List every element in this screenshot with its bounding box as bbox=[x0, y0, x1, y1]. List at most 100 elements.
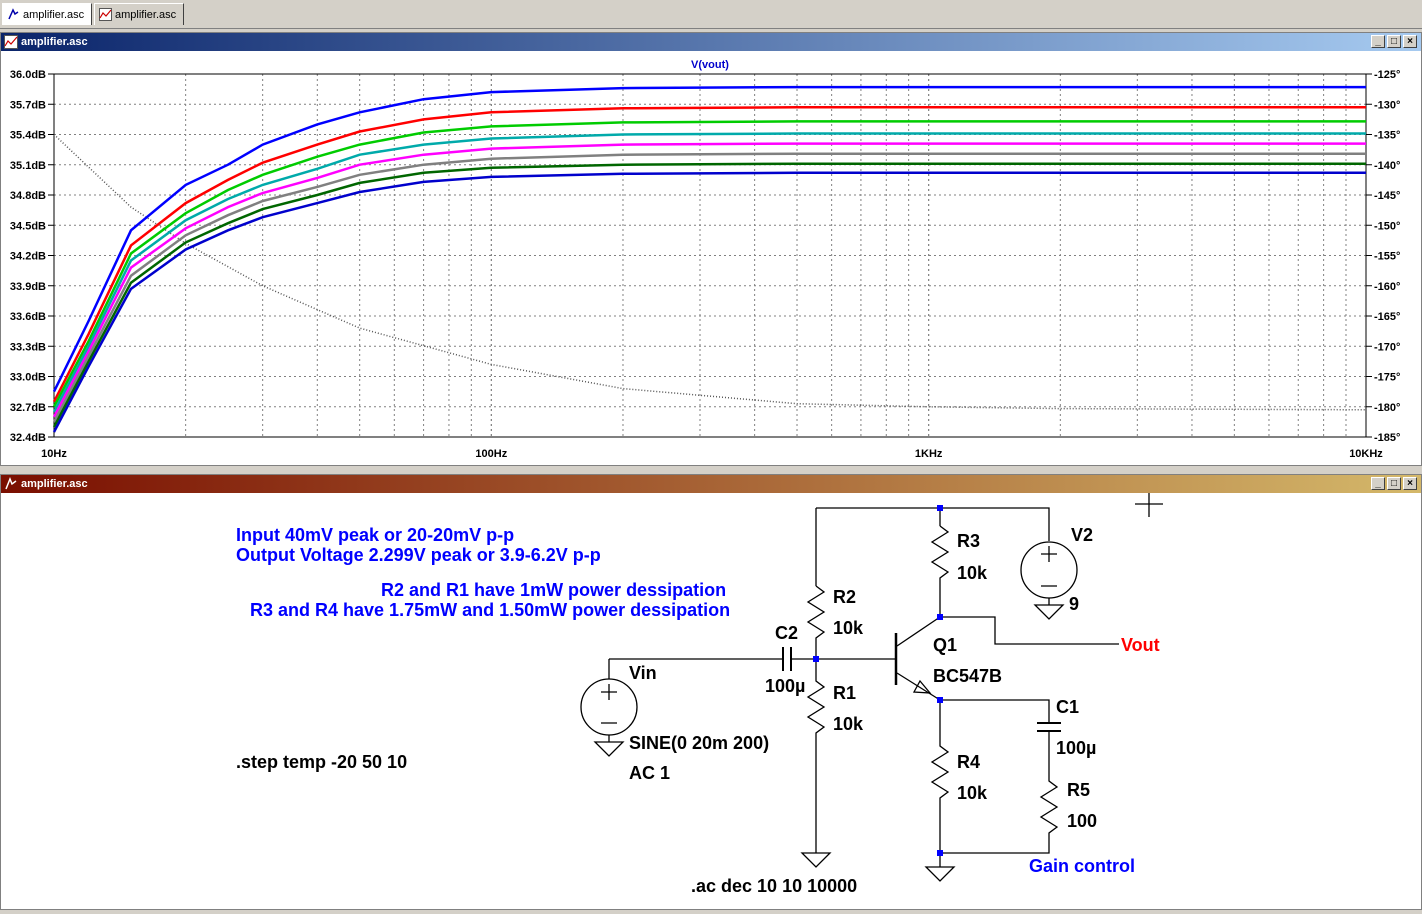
y-tick-label-right: -145° bbox=[1374, 190, 1400, 202]
schematic-canvas[interactable]: Input 40mV peak or 20-20mV p-p Output Vo… bbox=[1, 491, 1421, 909]
circuit-schematic: Input 40mV peak or 20-20mV p-p Output Vo… bbox=[236, 491, 1163, 896]
window-title: amplifier.asc bbox=[21, 36, 88, 48]
ground-symbol bbox=[593, 735, 625, 757]
y-tick-label-right: -170° bbox=[1374, 341, 1400, 353]
y-tick-label-left: 34.2dB bbox=[10, 251, 46, 263]
resistor-r5[interactable] bbox=[940, 731, 1059, 854]
y-tick-label-left: 33.6dB bbox=[10, 311, 46, 323]
note-r3-r4: R3 and R4 have 1.75mW and 1.50mW power d… bbox=[250, 600, 730, 620]
y-tick-label-left: 32.7dB bbox=[10, 402, 46, 414]
capacitor-c1[interactable] bbox=[1037, 722, 1061, 732]
tab-label: amplifier.asc bbox=[23, 9, 85, 21]
y-tick-label-right: -140° bbox=[1374, 160, 1400, 172]
plot-frame bbox=[53, 73, 1367, 438]
schematic-icon bbox=[8, 8, 19, 20]
ground-symbol bbox=[1033, 598, 1065, 620]
y-tick-label-right: -135° bbox=[1374, 130, 1400, 142]
r1-value: 10k bbox=[833, 714, 864, 734]
r4-value: 10k bbox=[957, 783, 988, 803]
r1-name: R1 bbox=[833, 683, 856, 703]
transistor-q1-collector bbox=[896, 616, 941, 647]
q1-name: Q1 bbox=[933, 635, 957, 655]
y-tick-label-left: 32.4dB bbox=[10, 432, 46, 444]
ground-symbol bbox=[924, 866, 956, 882]
wire-vout bbox=[940, 616, 1119, 645]
y-tick-label-right: -150° bbox=[1374, 220, 1400, 232]
y-tick-label-right: -175° bbox=[1374, 372, 1400, 384]
y-tick-label-right: -180° bbox=[1374, 402, 1400, 414]
minimize-button[interactable]: _ bbox=[1371, 477, 1385, 490]
note-input: Input 40mV peak or 20-20mV p-p bbox=[236, 525, 514, 545]
restore-button[interactable]: □ bbox=[1387, 477, 1401, 490]
x-tick-label: 10Hz bbox=[41, 448, 67, 460]
y-tick-label-right: -130° bbox=[1374, 99, 1400, 111]
note-r1-r2: R2 and R1 have 1mW power dessipation bbox=[381, 580, 726, 600]
magnitude-series-line bbox=[52, 106, 1366, 403]
note-gain-control: Gain control bbox=[1029, 856, 1135, 876]
magnitude-series-line bbox=[52, 162, 1366, 428]
q1-value: BC547B bbox=[933, 666, 1002, 686]
vin-name: Vin bbox=[629, 663, 657, 683]
magnitude-series-line bbox=[52, 171, 1366, 433]
phase-series-line bbox=[53, 133, 1367, 411]
ground-symbol bbox=[800, 852, 832, 868]
y-tick-label-left: 33.3dB bbox=[10, 341, 46, 353]
tab-waveform[interactable]: amplifier.asc bbox=[94, 3, 184, 25]
chart-title: V(vout) bbox=[691, 59, 729, 71]
window-controls: _ □ × bbox=[1369, 35, 1417, 49]
wire-emitter bbox=[940, 699, 1050, 723]
y-tick-label-right: -185° bbox=[1374, 432, 1400, 444]
x-tick-label: 100Hz bbox=[475, 448, 507, 460]
close-button[interactable]: × bbox=[1403, 477, 1417, 490]
r2-name: R2 bbox=[833, 587, 856, 607]
wire-top-rail bbox=[816, 507, 1050, 541]
v2-polarity bbox=[1041, 546, 1057, 587]
step-directive[interactable]: .step temp -20 50 10 bbox=[236, 752, 407, 772]
r5-value: 100 bbox=[1067, 811, 1097, 831]
ac-directive[interactable]: .ac dec 10 10 10000 bbox=[691, 876, 857, 896]
y-tick-label-left: 36.0dB bbox=[10, 69, 46, 81]
schematic-icon bbox=[5, 477, 17, 490]
x-tick-label: 1KHz bbox=[915, 448, 943, 460]
r5-name: R5 bbox=[1067, 780, 1090, 800]
window-controls: _ □ × bbox=[1369, 477, 1417, 491]
v2-name: V2 bbox=[1071, 525, 1093, 545]
vin-value: SINE(0 20m 200) bbox=[629, 733, 769, 753]
tab-schematic[interactable]: amplifier.asc bbox=[2, 3, 92, 25]
y-tick-label-left: 34.8dB bbox=[10, 190, 46, 202]
resistor-r4[interactable] bbox=[930, 700, 950, 853]
plot-window-titlebar[interactable]: amplifier.asc _ □ × bbox=[1, 33, 1421, 51]
note-output: Output Voltage 2.299V peak or 3.9-6.2V p… bbox=[236, 545, 601, 565]
y-tick-label-left: 34.5dB bbox=[10, 220, 46, 232]
vin-polarity bbox=[601, 684, 617, 724]
schematic-window-titlebar[interactable]: amplifier.asc _ □ × bbox=[1, 475, 1421, 493]
y-tick-label-right: -125° bbox=[1374, 69, 1400, 81]
net-label-vout[interactable]: Vout bbox=[1121, 635, 1160, 655]
resistor-r1[interactable] bbox=[806, 659, 826, 853]
waveform-icon bbox=[99, 8, 112, 21]
r3-value: 10k bbox=[957, 563, 988, 583]
bode-plot: 36.0dB -125° 35.7dB -130° 35.4dB -135° 35.1dB -… bbox=[10, 59, 1401, 460]
c1-name: C1 bbox=[1056, 697, 1079, 717]
close-button[interactable]: × bbox=[1403, 35, 1417, 48]
restore-button[interactable]: □ bbox=[1387, 35, 1401, 48]
r4-name: R4 bbox=[957, 752, 980, 772]
y-tick-label-left: 35.4dB bbox=[10, 130, 46, 142]
tab-label: amplifier.asc bbox=[115, 9, 177, 21]
waveform-icon bbox=[4, 35, 18, 49]
y-tick-label-right: -160° bbox=[1374, 281, 1400, 293]
transistor-q1-emitter bbox=[896, 672, 941, 701]
resistor-r3[interactable] bbox=[930, 525, 950, 617]
capacitor-c2[interactable] bbox=[782, 647, 792, 671]
v2-value: 9 bbox=[1069, 594, 1079, 614]
x-tick-label: 10KHz bbox=[1349, 448, 1383, 460]
y-tick-label-left: 33.0dB bbox=[10, 372, 46, 384]
resistor-r2[interactable] bbox=[806, 585, 826, 659]
wire-junctions bbox=[813, 505, 943, 856]
cursor-crosshair bbox=[1135, 491, 1163, 517]
plot-canvas[interactable]: 36.0dB -125° 35.7dB -130° 35.4dB -135° 35.1dB -… bbox=[1, 51, 1421, 465]
minimize-button[interactable]: _ bbox=[1371, 35, 1385, 48]
r3-name: R3 bbox=[957, 531, 980, 551]
magnitude-series-line bbox=[52, 85, 1366, 393]
y-tick-label-right: -155° bbox=[1374, 251, 1400, 263]
